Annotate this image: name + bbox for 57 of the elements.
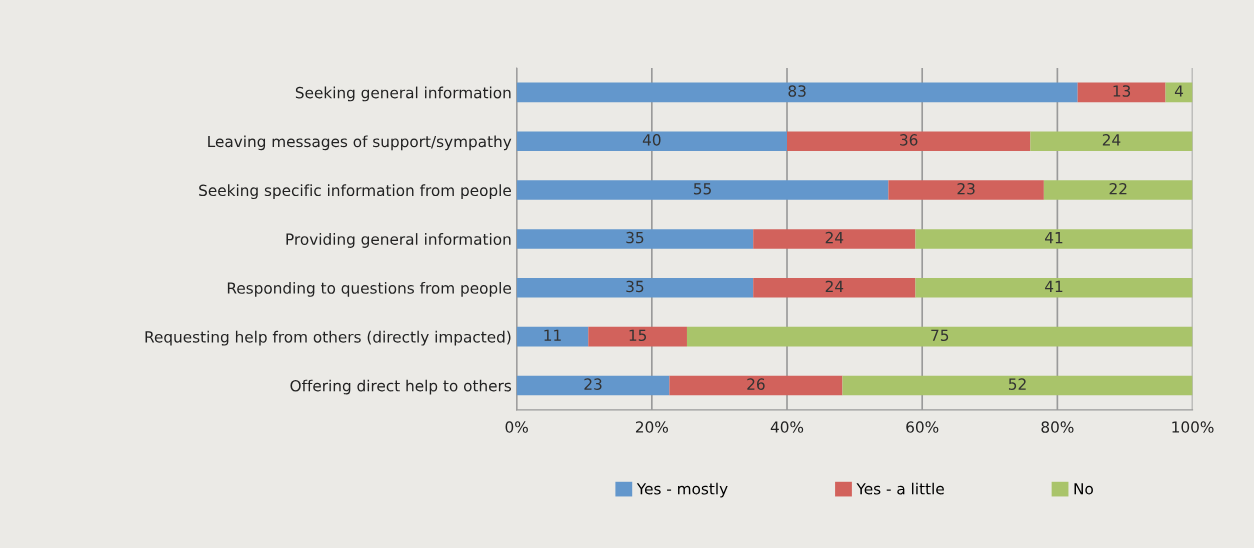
x-tick-label: 100% <box>1172 421 1214 433</box>
bar <box>1077 82 1166 103</box>
data-label: 41 <box>1045 280 1063 292</box>
x-tick-label: 0% <box>505 421 528 433</box>
bar <box>516 131 788 151</box>
bar <box>588 326 687 347</box>
bar <box>915 229 1193 249</box>
data-label: 83 <box>788 85 806 97</box>
bar <box>888 180 1044 200</box>
bar <box>1043 180 1193 200</box>
bar <box>516 229 754 249</box>
bar <box>1030 131 1193 151</box>
data-label: 40 <box>642 134 661 146</box>
data-label: 13 <box>1113 85 1131 97</box>
x-tick-label: 20% <box>635 421 668 433</box>
bar <box>753 229 916 249</box>
bar <box>842 375 1193 396</box>
y-tick-label: Offering direct help to others <box>290 379 512 395</box>
data-label: 36 <box>900 134 918 146</box>
bar <box>516 326 589 347</box>
data-label: 52 <box>1008 378 1026 390</box>
data-label: 22 <box>1109 182 1127 195</box>
legend-label: Yes - a little <box>856 482 944 495</box>
bar <box>516 375 670 396</box>
data-label: 24 <box>825 231 844 244</box>
data-label: 23 <box>584 378 602 390</box>
bar <box>516 82 1078 103</box>
y-tick-label: Seeking specific information from people <box>199 184 511 200</box>
data-label: 24 <box>1102 134 1121 146</box>
bar <box>669 375 843 396</box>
data-label: 4 <box>1174 85 1184 97</box>
bar <box>915 278 1193 298</box>
data-label: 15 <box>629 329 647 342</box>
y-tick-label: Providing general information <box>286 233 511 248</box>
bar <box>787 131 1031 151</box>
data-label: 23 <box>957 182 975 195</box>
data-label: 75 <box>931 329 949 342</box>
bar <box>516 180 889 200</box>
bar <box>516 278 754 298</box>
y-tick-label: Requesting help from others (directly impacted) <box>145 330 511 346</box>
x-tick-label: 80% <box>1041 421 1074 433</box>
data-label: 11 <box>544 329 561 341</box>
data-label: 41 <box>1045 232 1063 244</box>
data-label: 35 <box>626 280 644 293</box>
y-tick-label: Responding to questions from people <box>227 281 511 297</box>
legend-label: No <box>1074 483 1093 495</box>
x-tick-label: 60% <box>906 421 939 433</box>
data-label: 55 <box>693 183 711 195</box>
data-label: 24 <box>825 280 844 292</box>
x-tick-label: 40% <box>770 421 804 433</box>
y-tick-label: Seeking general information <box>295 86 511 102</box>
data-label: 26 <box>747 378 765 390</box>
bar <box>753 278 916 298</box>
legend-label: Yes - mostly <box>636 482 728 498</box>
bar <box>686 326 1193 347</box>
data-label: 35 <box>626 231 644 244</box>
y-tick-label: Leaving messages of support/sympathy <box>208 135 512 151</box>
